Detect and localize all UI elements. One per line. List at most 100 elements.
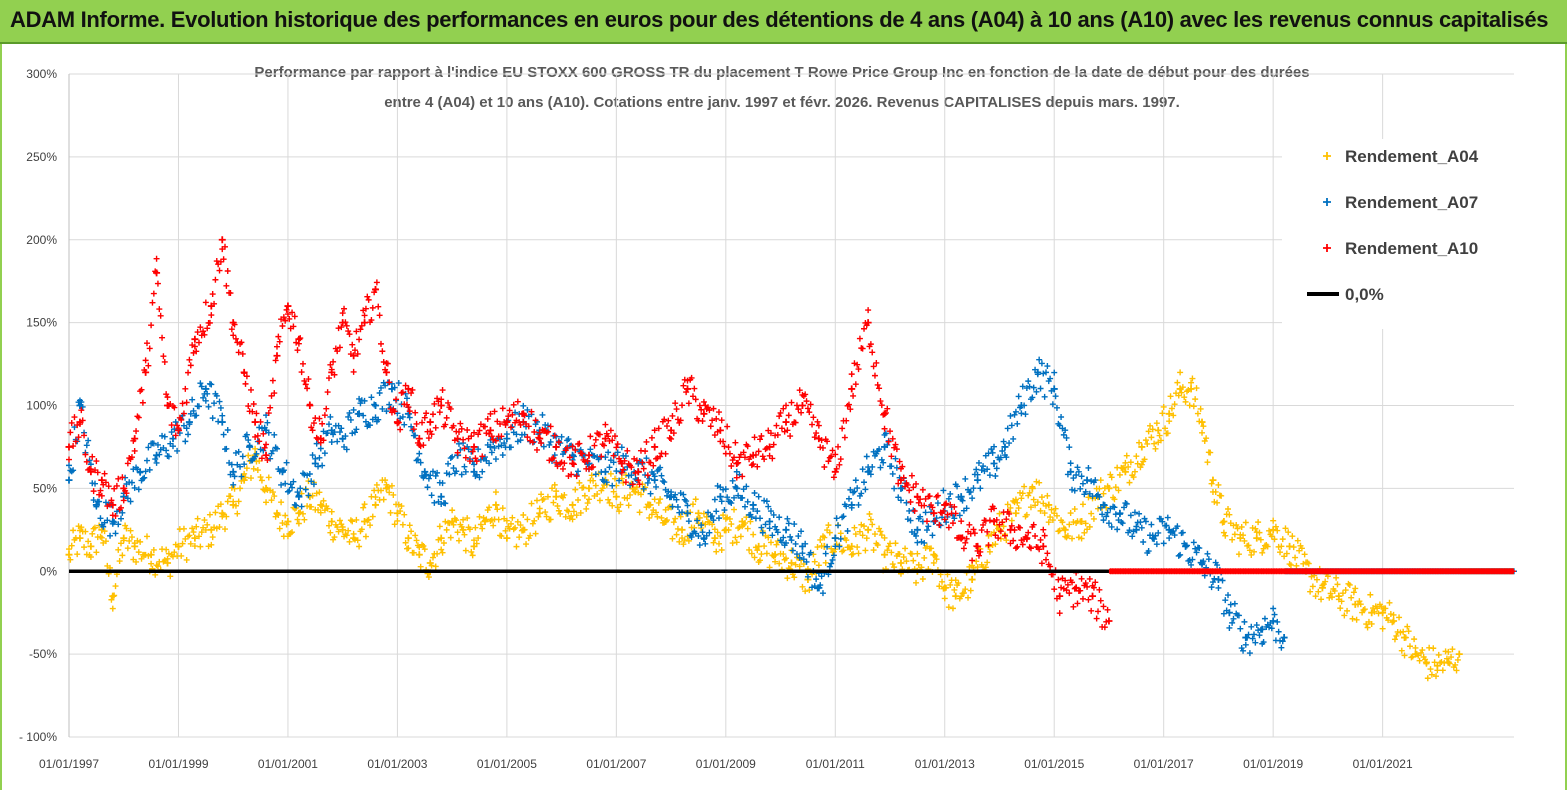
- cloud-mark: [1424, 675, 1431, 682]
- cloud-mark: [362, 418, 369, 425]
- cloud-mark: [1174, 379, 1181, 386]
- cloud-mark: [428, 492, 435, 499]
- cloud-mark: [183, 399, 190, 406]
- cloud-mark: [893, 446, 900, 453]
- cloud-mark: [783, 402, 790, 409]
- cloud-mark: [892, 441, 899, 448]
- x-tick-label: 01/01/2017: [1134, 757, 1194, 771]
- cloud-mark: [112, 583, 119, 590]
- cloud-mark: [1004, 425, 1011, 432]
- cloud-mark: [607, 470, 614, 477]
- cloud-mark: [861, 325, 868, 332]
- cloud-mark: [328, 439, 335, 446]
- data-point: [191, 534, 199, 542]
- cloud-mark: [1279, 638, 1286, 645]
- cloud-mark: [806, 587, 813, 594]
- data-point: [941, 501, 949, 509]
- cloud-mark: [1264, 543, 1271, 550]
- cloud-mark: [720, 512, 727, 519]
- cloud-mark: [66, 546, 72, 553]
- data-point: [278, 468, 286, 476]
- cloud-mark: [112, 530, 119, 537]
- cloud-mark: [82, 451, 89, 458]
- cloud-mark: [815, 422, 822, 429]
- cloud-mark: [728, 521, 735, 528]
- data-point: [328, 368, 336, 376]
- cloud-mark: [770, 441, 777, 448]
- cloud-mark: [636, 481, 643, 488]
- cloud-mark: [238, 473, 245, 480]
- cloud-mark: [1246, 547, 1253, 554]
- cloud-mark: [223, 513, 230, 520]
- cloud-mark: [999, 447, 1006, 454]
- cloud-mark: [338, 521, 345, 528]
- cloud-mark: [417, 459, 424, 466]
- data-point: [306, 493, 314, 501]
- cloud-mark: [963, 505, 970, 512]
- cloud-mark: [453, 517, 460, 524]
- cloud-mark: [93, 458, 100, 465]
- cloud-mark: [1237, 625, 1244, 632]
- cloud-mark: [1070, 475, 1077, 482]
- data-point: [990, 460, 998, 468]
- cloud-mark: [325, 375, 332, 382]
- cloud-mark: [821, 534, 828, 541]
- cloud-mark: [68, 468, 75, 475]
- cloud-mark: [189, 525, 196, 532]
- cloud-mark: [178, 416, 185, 423]
- cloud-mark: [1062, 427, 1069, 434]
- cloud-mark: [594, 491, 601, 498]
- data-point: [1176, 385, 1184, 393]
- cloud-mark: [1231, 600, 1238, 607]
- cloud-mark: [1055, 528, 1062, 535]
- cloud-mark: [327, 529, 334, 536]
- cloud-mark: [601, 478, 608, 485]
- cloud-mark: [373, 481, 380, 488]
- cloud-mark: [1003, 454, 1010, 461]
- cloud-mark: [1040, 526, 1047, 533]
- cloud-mark: [403, 395, 410, 402]
- cloud-mark: [648, 434, 655, 441]
- cloud-mark: [1036, 479, 1043, 486]
- cloud-mark: [119, 509, 126, 516]
- cloud-mark: [346, 331, 353, 338]
- cloud-mark: [925, 523, 932, 530]
- cloud-mark: [1275, 628, 1282, 635]
- cloud-mark: [803, 398, 810, 405]
- cloud-mark: [592, 436, 599, 443]
- cloud-mark: [449, 453, 456, 460]
- data-point: [273, 352, 281, 360]
- data-point: [164, 559, 172, 567]
- cloud-mark: [471, 537, 478, 544]
- data-point: [229, 468, 237, 476]
- cloud-mark: [1063, 434, 1070, 441]
- cloud-mark: [880, 459, 887, 466]
- cloud-mark: [368, 317, 375, 324]
- cloud-mark: [757, 436, 764, 443]
- cloud-mark: [514, 518, 521, 525]
- data-point: [470, 542, 478, 550]
- cloud-mark: [672, 515, 679, 522]
- cloud-mark: [855, 550, 862, 557]
- data-point: [262, 426, 270, 434]
- cloud-mark: [356, 336, 363, 343]
- cloud-mark: [783, 555, 790, 562]
- cloud-mark: [1085, 596, 1092, 603]
- cloud-mark: [614, 449, 621, 456]
- cloud-mark: [778, 425, 785, 432]
- cloud-mark: [581, 492, 588, 499]
- cloud-mark: [714, 529, 721, 536]
- cloud-mark: [568, 471, 575, 478]
- cloud-mark: [915, 499, 922, 506]
- cloud-mark: [739, 473, 746, 480]
- cloud-mark: [1312, 593, 1319, 600]
- cloud-mark: [431, 400, 438, 407]
- cloud-mark: [774, 431, 781, 438]
- cloud-mark: [766, 525, 773, 532]
- cloud-mark: [1159, 518, 1166, 525]
- data-point: [339, 435, 347, 443]
- cloud-mark: [265, 410, 272, 417]
- cloud-mark: [784, 515, 791, 522]
- cloud-mark: [1307, 588, 1314, 595]
- cloud-mark: [680, 541, 687, 548]
